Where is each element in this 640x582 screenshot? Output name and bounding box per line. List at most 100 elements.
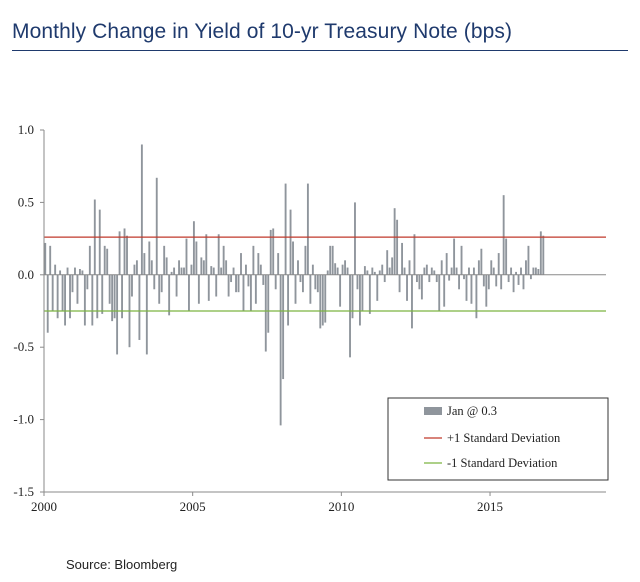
bar [465,274,468,301]
bar [133,264,136,275]
bar [463,274,465,280]
bar [78,269,81,275]
bar [311,264,314,275]
bar [103,245,106,275]
bar [472,267,475,275]
legend-label-plus-sd: +1 Standard Deviation [447,431,561,445]
bar [468,267,470,275]
bar [534,267,537,275]
bar [160,274,163,293]
bar [368,274,371,314]
bar [217,234,220,275]
bar [282,274,285,380]
bar [197,274,200,304]
bar [413,234,416,275]
legend-box [387,397,609,481]
bar [529,274,532,280]
bar [445,253,448,275]
bar [539,231,542,275]
bar [192,221,195,275]
bar [287,274,290,326]
y-tick-label: -0.5 [13,339,34,354]
bar [331,245,334,275]
legend: Jan @ 0.3 +1 Standard Deviation -1 Stand… [387,397,609,481]
bar [359,274,361,326]
bar [155,177,158,275]
bar [428,274,431,283]
bar [386,250,389,275]
bar [188,274,190,311]
bar [497,253,500,275]
bar [230,274,233,283]
bar [425,264,428,275]
bar [267,274,270,333]
bar [396,219,399,275]
bar [448,274,451,281]
bar [351,274,354,319]
bar [415,274,418,283]
bar [522,274,525,290]
bar [294,274,297,304]
bar [344,260,347,275]
bar [512,274,515,293]
bar [148,241,151,275]
bar [81,270,84,275]
bar [185,238,188,275]
bar [153,274,156,290]
bar [292,241,294,275]
y-tick-label: -1.0 [13,412,34,427]
bar [403,267,406,275]
bar [190,264,193,275]
bar [470,274,473,304]
bar [430,267,433,275]
x-tick-label: 2005 [180,499,206,514]
bar-series [44,144,545,426]
bar [242,274,245,311]
bar [131,274,133,297]
bar [510,267,513,275]
bar [173,267,176,275]
bar [96,274,99,319]
bar [314,274,317,290]
bar [354,202,356,275]
bar [178,260,180,275]
bar [59,270,62,275]
bar [398,274,401,293]
bar [373,271,376,275]
bar [170,271,173,275]
chart-title: Monthly Change in Yield of 10-yr Treasur… [12,20,513,43]
bar [175,274,178,297]
bar [477,260,480,275]
bar [135,260,138,275]
bar [363,266,366,275]
bar [383,274,386,283]
bar [86,274,89,290]
bar [515,271,517,275]
bar [227,274,230,297]
bar [254,274,257,304]
bar [329,245,332,275]
bar [502,195,505,275]
bar [88,245,91,275]
bar [532,267,535,275]
bar [111,274,114,322]
y-tick-label: 0.5 [18,194,34,209]
bar [319,274,322,329]
legend-swatch-bars [424,407,442,415]
bar [376,274,379,301]
bar [349,274,351,358]
bar [381,264,384,275]
bar [240,253,242,275]
bar [247,274,250,287]
bar [378,270,381,275]
title-divider [12,50,628,51]
bar [520,267,522,275]
bar [443,274,446,307]
bar [537,269,540,275]
bar [480,248,483,275]
bar [98,209,101,275]
bar [222,245,225,275]
bar [356,274,359,290]
bar [220,267,223,275]
bar [200,257,203,275]
